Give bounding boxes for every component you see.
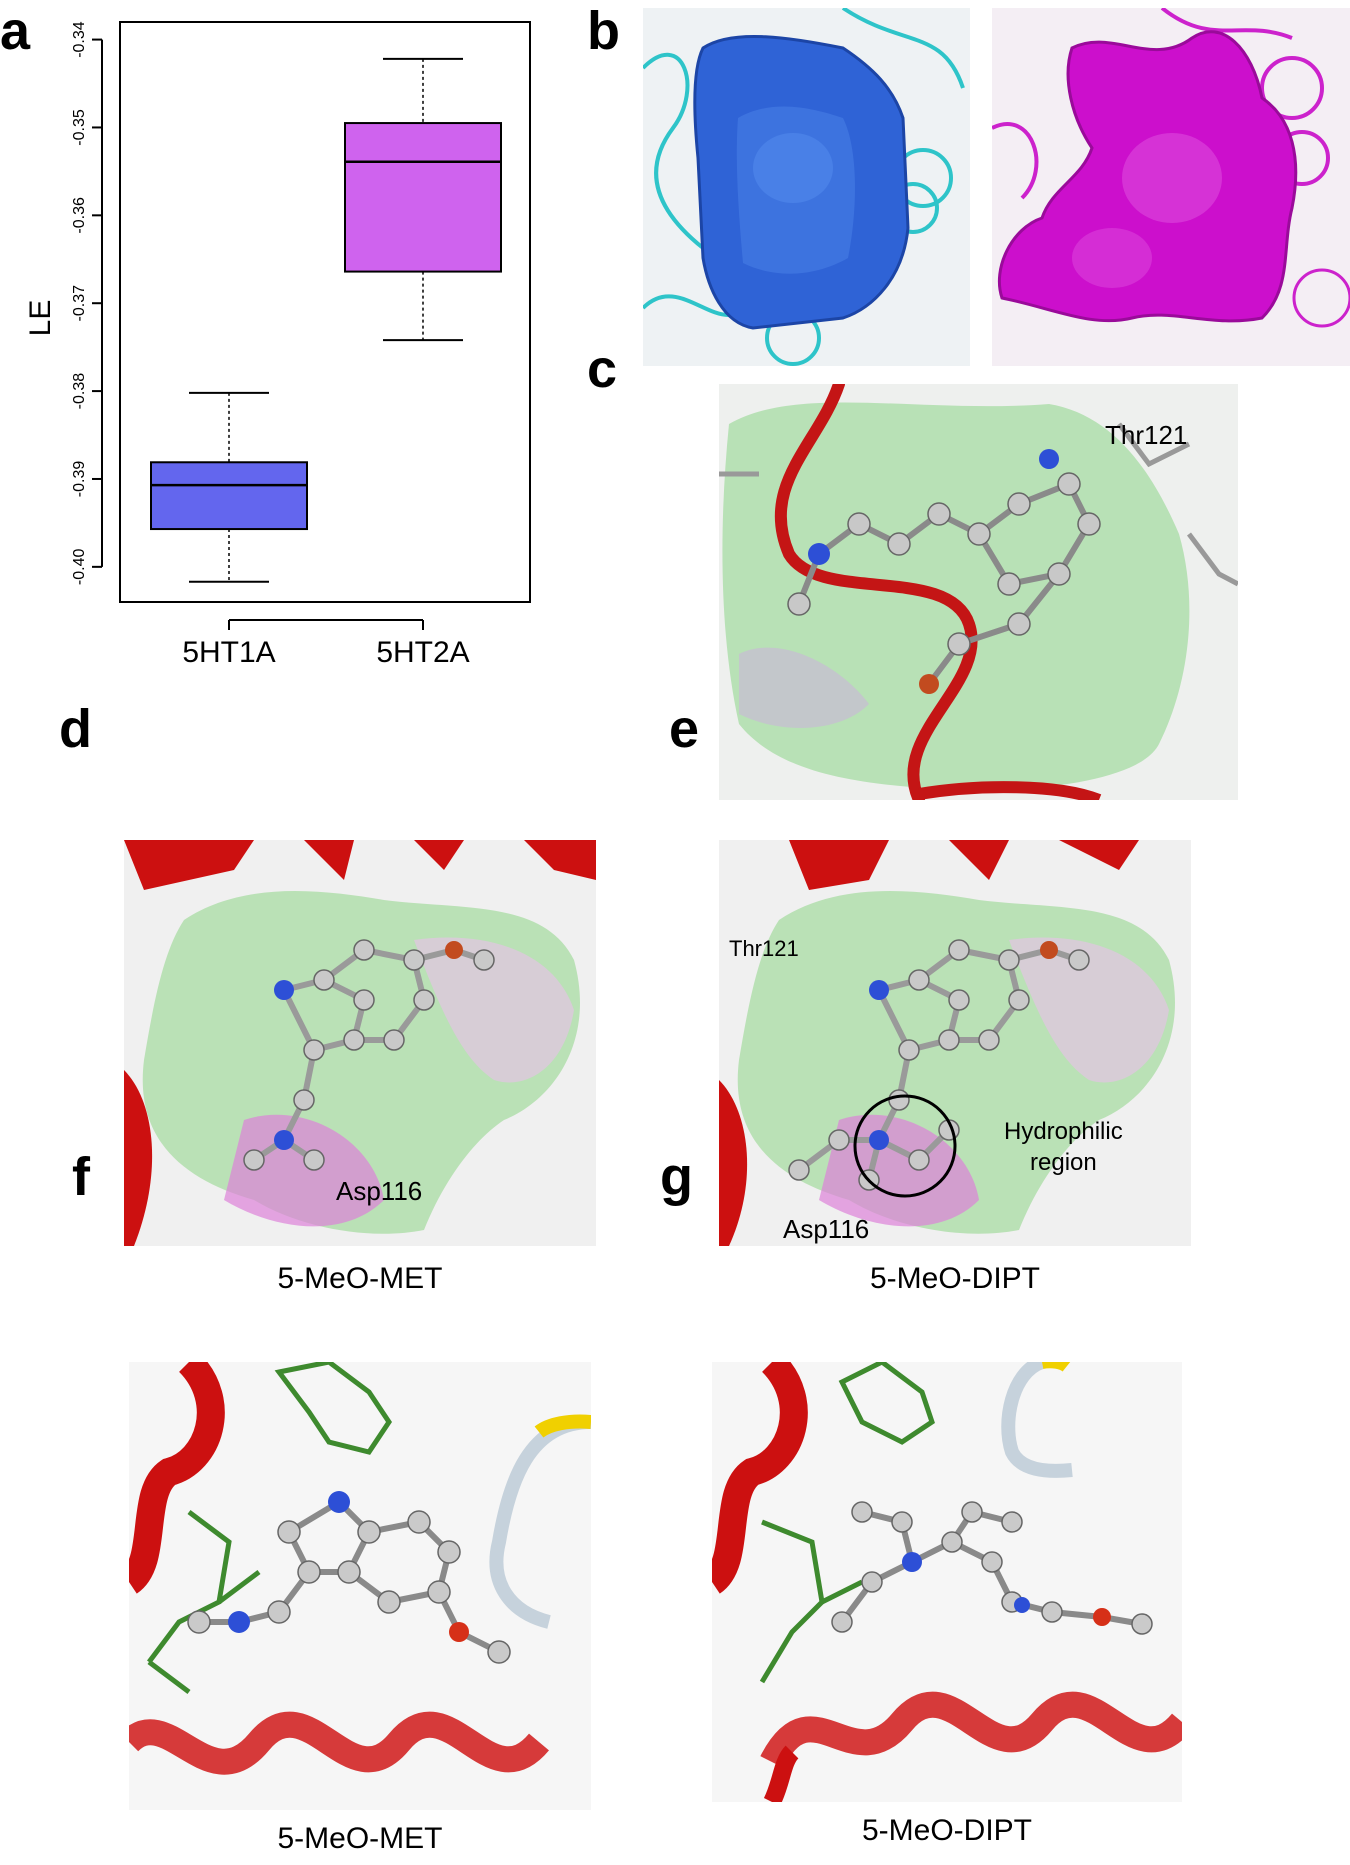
residue-label-thr121-e: Thr121: [729, 936, 799, 961]
y-tick-label: -0.34: [71, 21, 88, 58]
y-axis: -0.34 -0.35 -0.36 -0.37 -0.38 -0.39 -0.40: [71, 21, 103, 586]
region-label-line2: region: [1030, 1149, 1097, 1177]
panel-label-e: e: [669, 699, 700, 759]
docking-pose-image-f: [129, 1362, 591, 1810]
boxplot-chart: LE -0.34 -0.35 -0.36 -0.37 -0.38 -0.39 -0.40 5…: [24, 21, 531, 669]
region-label-line1: Hydrophilic: [1004, 1118, 1123, 1145]
box-series: [150, 57, 502, 583]
residue-label-thr121-c: Thr121: [1105, 420, 1188, 450]
y-tick-label: -0.37: [71, 285, 88, 322]
residue-label-asp116-e: Asp116: [783, 1214, 870, 1244]
pocket-5ht1a-image: [643, 8, 970, 366]
docking-pose-image-g: [712, 1362, 1182, 1802]
region-label-hydrophilic: Hydrophilic region: [1004, 1116, 1123, 1178]
docking-pose-image-d: Asp116: [124, 840, 596, 1246]
iqr-box: [344, 122, 502, 273]
hydrophilic-region-circle: [853, 1094, 957, 1198]
x-axis: 5HT1A 5HT2A: [182, 619, 470, 669]
iqr-box: [150, 461, 308, 531]
caption-g: 5-MeO-DIPT: [861, 1814, 1032, 1847]
docking-pose-image-e: Thr121 Hydrophilic region Asp116: [719, 840, 1191, 1246]
y-tick-label: -0.38: [71, 373, 88, 410]
panel-label-a: a: [0, 1, 31, 61]
y-tick-label: -0.36: [71, 197, 88, 234]
box-5ht2a: [344, 57, 502, 342]
y-tick-label: -0.40: [71, 549, 88, 586]
docking-pose-image-c: Thr121: [719, 384, 1238, 800]
residue-label-asp116-d: Asp116: [336, 1176, 423, 1206]
box-5ht1a: [150, 391, 308, 583]
x-tick-label: 5HT1A: [182, 636, 275, 669]
x-tick-label: 5HT2A: [376, 636, 469, 669]
panel-label-d: d: [59, 699, 92, 759]
caption-f: 5-MeO-MET: [277, 1822, 443, 1855]
panel-label-f: f: [72, 1147, 90, 1207]
caption-e: 5-MeO-DIPT: [869, 1262, 1040, 1295]
plot-frame: [119, 21, 531, 603]
caption-d: 5-MeO-MET: [277, 1262, 443, 1295]
pocket-5ht2a-image: [992, 8, 1350, 366]
panel-label-g: g: [660, 1147, 693, 1207]
panel-label-b: b: [587, 1, 620, 61]
y-tick-label: -0.39: [71, 461, 88, 498]
panel-label-c: c: [587, 339, 618, 399]
y-axis-label: LE: [24, 300, 57, 337]
y-tick-label: -0.35: [71, 109, 88, 146]
